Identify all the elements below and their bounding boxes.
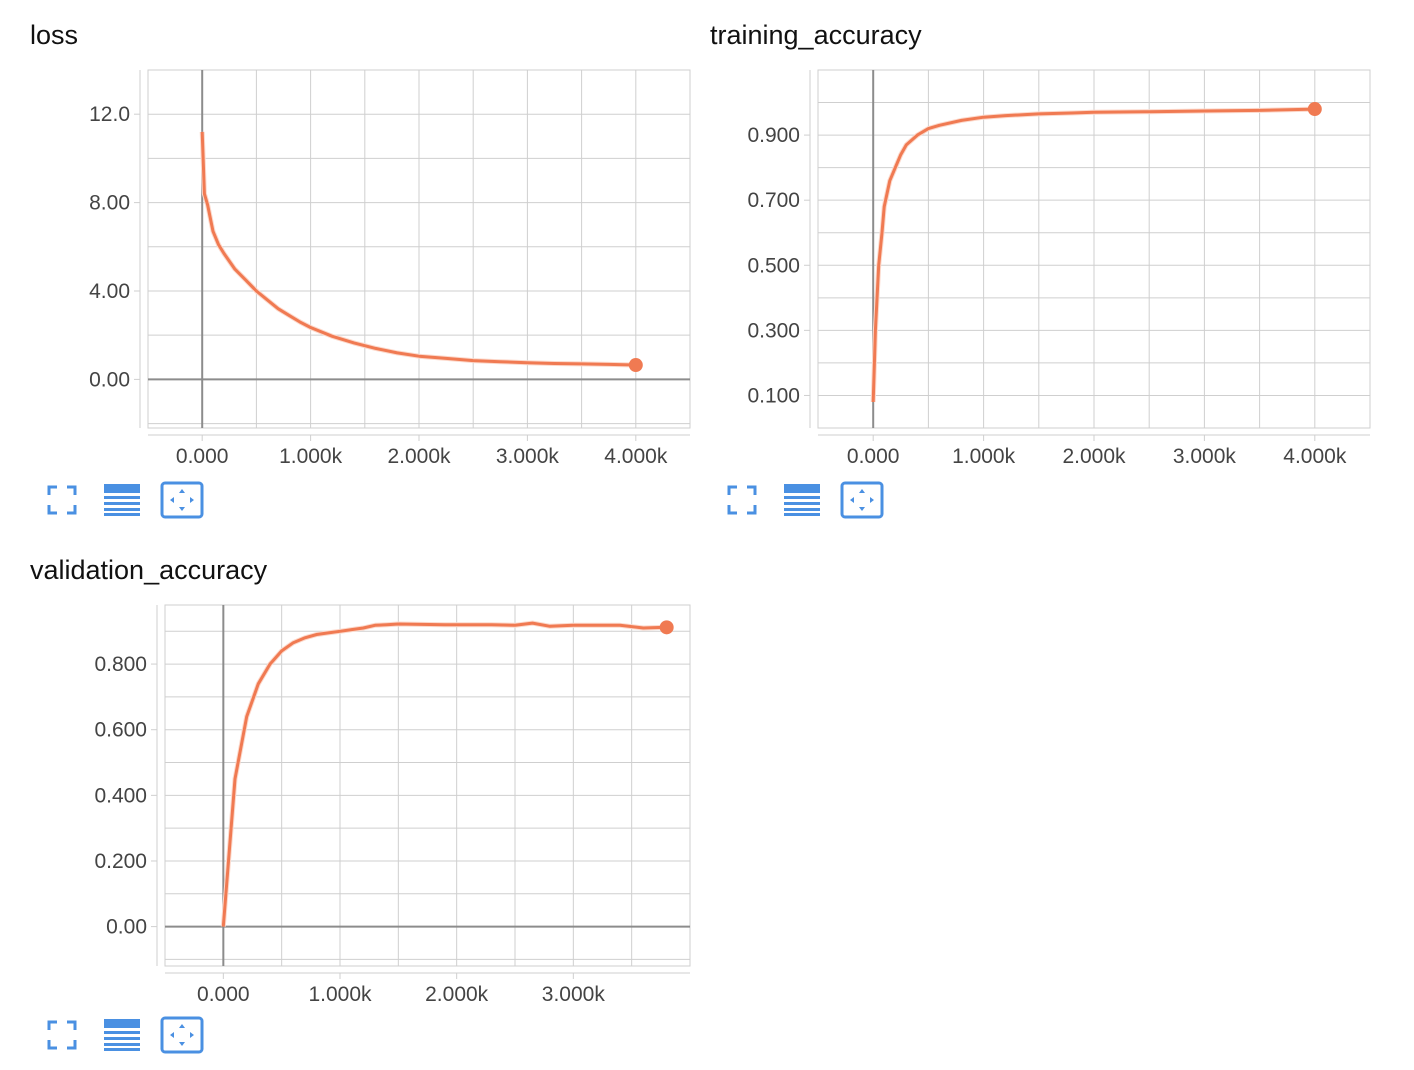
fit-to-screen-button[interactable] bbox=[40, 1018, 84, 1056]
validation-accuracy-chart[interactable]: 0.000 1.000k 2.000k 3.000k 0.00 0.200 0.400 0.6… bbox=[30, 553, 700, 1013]
plot-frame bbox=[147, 69, 691, 429]
y-tick-label: 4.00 bbox=[89, 280, 130, 303]
expand-icon bbox=[160, 1016, 204, 1059]
y-tick-label: 0.400 bbox=[94, 784, 147, 807]
y-tick-label: 0.200 bbox=[94, 850, 147, 873]
chart-toolbar bbox=[40, 481, 220, 524]
y-tick-label: 0.600 bbox=[94, 719, 147, 742]
x-tick-label: 1.000k bbox=[308, 983, 372, 1006]
grid-lines bbox=[164, 605, 691, 966]
y-tick-label: 0.900 bbox=[747, 124, 800, 147]
chart-toolbar bbox=[40, 1016, 220, 1059]
expand-icon bbox=[160, 481, 204, 524]
x-tick-label: 1.000k bbox=[279, 445, 343, 468]
y-tick-label: 0.700 bbox=[747, 189, 800, 212]
series-line bbox=[200, 131, 636, 367]
chart-title: validation_accuracy bbox=[30, 555, 268, 585]
fit-to-screen-icon bbox=[727, 485, 757, 520]
x-tick-label: 0.000 bbox=[847, 445, 900, 468]
x-tick-label: 0.000 bbox=[197, 983, 250, 1006]
data-table-icon bbox=[103, 1018, 141, 1057]
x-tick-label: 3.000k bbox=[496, 445, 560, 468]
series-line bbox=[871, 107, 1315, 403]
data-table-button[interactable] bbox=[100, 483, 144, 521]
grid-lines bbox=[817, 69, 1371, 429]
plot-frame bbox=[164, 604, 691, 967]
expand-button[interactable] bbox=[840, 481, 884, 524]
fit-to-screen-icon bbox=[47, 1020, 77, 1055]
data-table-button[interactable] bbox=[780, 483, 824, 521]
fit-to-screen-button[interactable] bbox=[40, 483, 84, 521]
expand-button[interactable] bbox=[160, 1016, 204, 1059]
x-tick-label: 4.000k bbox=[604, 445, 668, 468]
y-tick-label: 8.00 bbox=[89, 192, 130, 215]
x-tick-label: 3.000k bbox=[542, 983, 606, 1006]
chart-card-validation-accuracy: validation_accuracy 0.000 1.000k 2.000k 3.0… bbox=[30, 553, 700, 1063]
last-point-marker bbox=[1307, 102, 1322, 117]
x-tick-label: 2.000k bbox=[387, 445, 451, 468]
expand-button[interactable] bbox=[160, 481, 204, 524]
y-tick-label: 12.0 bbox=[89, 103, 130, 126]
plot-frame bbox=[817, 69, 1371, 429]
y-tick-label: 0.00 bbox=[106, 916, 147, 939]
series-line-raw bbox=[220, 620, 667, 927]
chart-card-loss: loss 0.000 1.000k 2.000k 3.000k 4.000k 0.00 4.… bbox=[30, 18, 700, 528]
chart-card-training-accuracy: training_accuracy 0.000 1.000k 2.000k 3.000… bbox=[710, 18, 1380, 528]
y-tick-label: 0.500 bbox=[747, 254, 800, 277]
fit-to-screen-icon bbox=[47, 485, 77, 520]
grid-lines bbox=[147, 69, 691, 428]
x-tick-label: 1.000k bbox=[952, 445, 1016, 468]
chart-title: training_accuracy bbox=[710, 20, 922, 50]
series-line bbox=[221, 621, 667, 927]
last-point-marker bbox=[659, 620, 674, 635]
chart-toolbar bbox=[720, 481, 900, 524]
y-tick-label: 0.100 bbox=[747, 384, 800, 407]
data-table-button[interactable] bbox=[100, 1018, 144, 1056]
chart-title: loss bbox=[30, 20, 79, 50]
x-tick-label: 0.000 bbox=[176, 445, 229, 468]
loss-chart[interactable]: 0.000 1.000k 2.000k 3.000k 4.000k 0.00 4.00 8.0… bbox=[30, 18, 700, 478]
y-tick-label: 0.300 bbox=[747, 319, 800, 342]
training-accuracy-chart[interactable]: 0.000 1.000k 2.000k 3.000k 4.000k 0.100 0.300 0… bbox=[710, 18, 1380, 478]
data-table-icon bbox=[783, 483, 821, 522]
y-tick-label: 0.800 bbox=[94, 653, 147, 676]
x-tick-label: 3.000k bbox=[1173, 445, 1237, 468]
x-tick-label: 4.000k bbox=[1283, 445, 1347, 468]
expand-icon bbox=[840, 481, 884, 524]
x-tick-label: 2.000k bbox=[1062, 445, 1126, 468]
x-tick-label: 2.000k bbox=[425, 983, 489, 1006]
last-point-marker bbox=[628, 358, 643, 373]
y-tick-label: 0.00 bbox=[89, 368, 130, 391]
data-table-icon bbox=[103, 483, 141, 522]
fit-to-screen-button[interactable] bbox=[720, 483, 764, 521]
